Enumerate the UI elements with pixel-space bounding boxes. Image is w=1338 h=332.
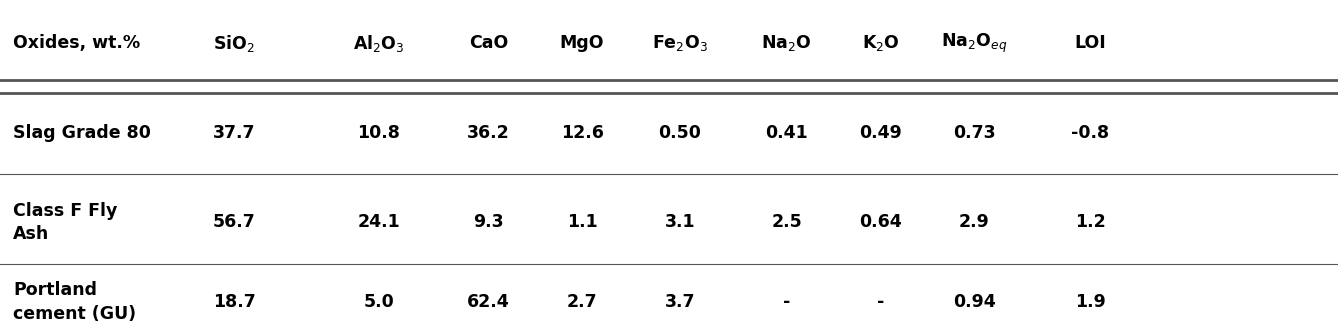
Text: 56.7: 56.7 — [213, 213, 256, 231]
Text: SiO$_2$: SiO$_2$ — [213, 33, 256, 54]
Text: 2.9: 2.9 — [959, 213, 989, 231]
Text: 62.4: 62.4 — [467, 293, 510, 311]
Text: 1.9: 1.9 — [1076, 293, 1105, 311]
Text: 9.3: 9.3 — [474, 213, 503, 231]
Text: -0.8: -0.8 — [1072, 124, 1109, 142]
Text: 0.73: 0.73 — [953, 124, 995, 142]
Text: -: - — [876, 293, 884, 311]
Text: 0.49: 0.49 — [859, 124, 902, 142]
Text: Portland
cement (GU): Portland cement (GU) — [13, 281, 136, 323]
Text: 3.1: 3.1 — [665, 213, 694, 231]
Text: MgO: MgO — [559, 34, 605, 52]
Text: 10.8: 10.8 — [357, 124, 400, 142]
Text: K$_2$O: K$_2$O — [862, 33, 899, 53]
Text: Class F Fly
Ash: Class F Fly Ash — [13, 202, 118, 243]
Text: 18.7: 18.7 — [213, 293, 256, 311]
Text: 12.6: 12.6 — [561, 124, 603, 142]
Text: CaO: CaO — [468, 34, 508, 52]
Text: Al$_2$O$_3$: Al$_2$O$_3$ — [353, 33, 404, 54]
Text: 24.1: 24.1 — [357, 213, 400, 231]
Text: 0.41: 0.41 — [765, 124, 808, 142]
Text: Slag Grade 80: Slag Grade 80 — [13, 124, 151, 142]
Text: Na$_2$O: Na$_2$O — [761, 33, 812, 53]
Text: 0.50: 0.50 — [658, 124, 701, 142]
Text: 1.1: 1.1 — [567, 213, 597, 231]
Text: LOI: LOI — [1074, 34, 1107, 52]
Text: 0.64: 0.64 — [859, 213, 902, 231]
Text: Fe$_2$O$_3$: Fe$_2$O$_3$ — [652, 33, 708, 53]
Text: 3.7: 3.7 — [665, 293, 694, 311]
Text: Na$_2$O$_{eq}$: Na$_2$O$_{eq}$ — [941, 32, 1008, 55]
Text: 0.94: 0.94 — [953, 293, 995, 311]
Text: -: - — [783, 293, 791, 311]
Text: 5.0: 5.0 — [364, 293, 393, 311]
Text: 37.7: 37.7 — [213, 124, 256, 142]
Text: 2.5: 2.5 — [772, 213, 801, 231]
Text: 2.7: 2.7 — [567, 293, 597, 311]
Text: 36.2: 36.2 — [467, 124, 510, 142]
Text: Oxides, wt.%: Oxides, wt.% — [13, 34, 140, 52]
Text: 1.2: 1.2 — [1076, 213, 1105, 231]
